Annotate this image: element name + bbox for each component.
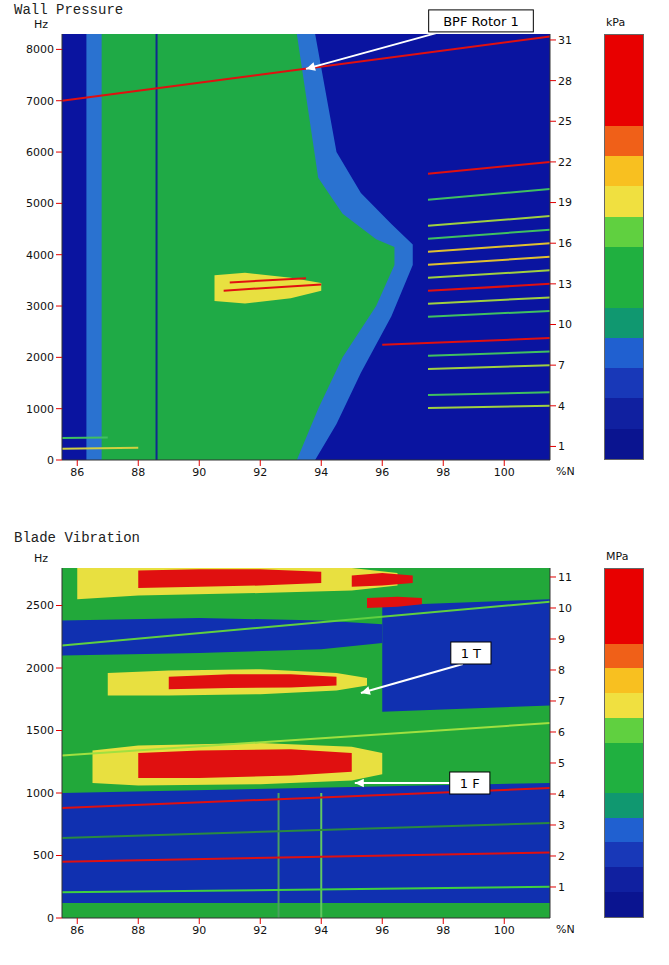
svg-text:88: 88	[131, 466, 145, 479]
html-text:Blade Vibration: Blade Vibration	[14, 530, 140, 546]
svg-text:1: 1	[558, 440, 565, 453]
svg-text:BPF Rotor 1: BPF Rotor 1	[443, 14, 519, 29]
svg-text:96: 96	[375, 466, 389, 479]
svg-text:11: 11	[558, 571, 572, 584]
svg-text:98: 98	[436, 924, 450, 937]
svg-text:7: 7	[558, 359, 565, 372]
svg-text:2000: 2000	[26, 351, 54, 364]
html-text:kPa: kPa	[606, 16, 626, 29]
svg-text:96: 96	[375, 924, 389, 937]
svg-text:1000: 1000	[26, 787, 54, 800]
svg-text:98: 98	[436, 466, 450, 479]
svg-text:2500: 2500	[26, 599, 54, 612]
svg-text:22: 22	[558, 156, 572, 169]
svg-text:100: 100	[494, 924, 515, 937]
svg-text:90: 90	[192, 924, 206, 937]
svg-text:3000: 3000	[26, 300, 54, 313]
svg-text:2: 2	[558, 850, 565, 863]
html-text:MPa: MPa	[606, 550, 629, 563]
svg-text:94: 94	[314, 924, 328, 937]
svg-text:3: 3	[558, 819, 565, 832]
svg-text:1500: 1500	[26, 724, 54, 737]
svg-text:10: 10	[558, 318, 572, 331]
svg-text:10: 10	[558, 602, 572, 615]
svg-text:%N: %N	[556, 465, 575, 478]
svg-text:1 T: 1 T	[461, 646, 481, 661]
svg-text:28: 28	[558, 75, 572, 88]
svg-text:500: 500	[33, 849, 54, 862]
svg-text:1 F: 1 F	[460, 776, 480, 791]
svg-text:5: 5	[558, 757, 565, 770]
svg-text:6: 6	[558, 726, 565, 739]
svg-text:8: 8	[558, 664, 565, 677]
svg-text:6000: 6000	[26, 146, 54, 159]
svg-text:7: 7	[558, 695, 565, 708]
svg-text:1000: 1000	[26, 403, 54, 416]
svg-text:13: 13	[558, 278, 572, 291]
html-text:Hz: Hz	[34, 552, 48, 565]
svg-text:7000: 7000	[26, 95, 54, 108]
svg-text:4000: 4000	[26, 249, 54, 262]
html-text:Hz: Hz	[34, 18, 48, 31]
svg-text:4: 4	[558, 788, 565, 801]
svg-text:2000: 2000	[26, 662, 54, 675]
svg-text:31: 31	[558, 34, 572, 47]
svg-text:5000: 5000	[26, 197, 54, 210]
svg-text:92: 92	[253, 924, 267, 937]
svg-text:8000: 8000	[26, 43, 54, 56]
svg-text:25: 25	[558, 115, 572, 128]
svg-text:9: 9	[558, 633, 565, 646]
svg-text:1: 1	[558, 881, 565, 894]
html-text:Wall Pressure: Wall Pressure	[14, 2, 124, 18]
svg-text:88: 88	[131, 924, 145, 937]
svg-text:86: 86	[70, 466, 84, 479]
svg-text:0: 0	[47, 454, 54, 467]
svg-text:90: 90	[192, 466, 206, 479]
svg-text:16: 16	[558, 237, 572, 250]
svg-text:100: 100	[494, 466, 515, 479]
svg-text:94: 94	[314, 466, 328, 479]
svg-text:4: 4	[558, 400, 565, 413]
svg-text:0: 0	[47, 912, 54, 925]
svg-text:92: 92	[253, 466, 267, 479]
svg-text:%N: %N	[556, 923, 575, 936]
svg-text:86: 86	[70, 924, 84, 937]
svg-text:19: 19	[558, 196, 572, 209]
